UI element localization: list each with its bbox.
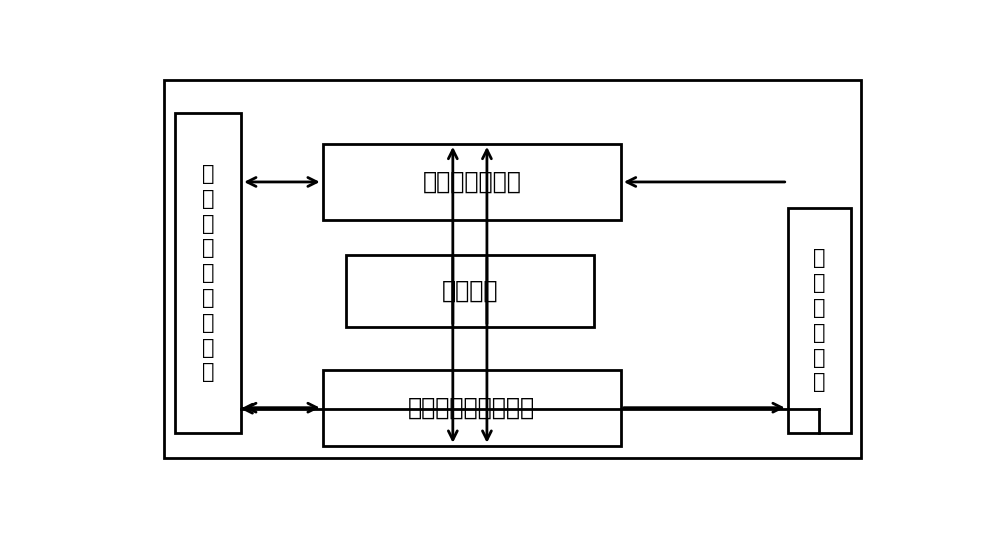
Bar — [346, 255, 594, 327]
Bar — [175, 113, 241, 433]
Text: 卫星导航信号模拟器: 卫星导航信号模拟器 — [408, 395, 535, 419]
Text: 入站信号接收机: 入站信号接收机 — [422, 170, 521, 194]
Text: 测
试
控
制
与
评
估
软
件: 测 试 控 制 与 评 估 软 件 — [202, 164, 215, 383]
Text: 导
航
用
户
终
端: 导 航 用 户 终 端 — [813, 248, 826, 392]
Text: 时频基准: 时频基准 — [442, 279, 498, 303]
Bar — [788, 207, 851, 433]
Bar — [323, 144, 621, 220]
Bar — [323, 370, 621, 446]
